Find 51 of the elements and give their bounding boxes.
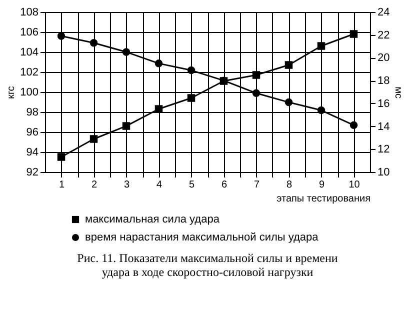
- point: [350, 30, 358, 38]
- x-tick-label: 8: [286, 180, 292, 190]
- point: [317, 42, 326, 50]
- legend-label: максимальная сила удара: [85, 214, 220, 226]
- y-tick-label: 100: [20, 86, 38, 98]
- point: [350, 121, 358, 130]
- y2-tick-label: 24: [378, 6, 390, 18]
- point: [154, 105, 163, 113]
- y-tick-label: 96: [26, 126, 38, 138]
- y-tick-label: 108: [20, 6, 38, 18]
- y-tick-label: 102: [20, 66, 38, 78]
- x-tick-label: 6: [221, 180, 228, 190]
- point: [187, 66, 196, 74]
- point: [252, 71, 260, 79]
- point: [154, 60, 163, 68]
- y2-tick-label: 14: [378, 120, 390, 133]
- y-tick-label: 98: [26, 106, 38, 118]
- y2-tick-label: 16: [378, 98, 390, 110]
- point: [57, 32, 66, 40]
- point: [122, 48, 130, 56]
- y2-axis-title: мс: [392, 86, 404, 98]
- x-tick-label: 9: [318, 180, 325, 190]
- text: Рис. 11. Показатели максимальной силы и времени удара в ходе скоростно-силовой нагрузки: [77, 251, 338, 279]
- point: [284, 61, 293, 69]
- point: [122, 122, 130, 130]
- y-tick-label: 104: [20, 46, 38, 58]
- x-tick-label: 3: [124, 180, 130, 190]
- y2-tick-label: 20: [378, 52, 390, 64]
- x-tick-label: 7: [254, 180, 260, 190]
- y2-tick-label: 12: [378, 144, 390, 156]
- point: [90, 38, 98, 47]
- y-tick-label: 92: [26, 166, 38, 178]
- point: [90, 135, 98, 143]
- x-tick-label: 1: [58, 180, 65, 190]
- point: [187, 94, 196, 102]
- y2-tick-label: 18: [378, 75, 390, 88]
- x-tick-label: 2: [91, 180, 98, 190]
- point: [57, 153, 66, 161]
- x-tick-label: 10: [348, 180, 360, 190]
- y-axis-title: кгс: [6, 86, 18, 99]
- point: [317, 106, 326, 114]
- x-tick-label: 5: [188, 180, 195, 190]
- y2-tick-label: 10: [378, 166, 390, 178]
- y2-tick-label: 22: [378, 29, 390, 42]
- legend-label: время нарастания максимальной силы удара: [85, 232, 320, 244]
- x-tick-label: 4: [156, 180, 162, 190]
- y-tick-label: 94: [26, 146, 38, 158]
- point: [284, 98, 293, 106]
- y-tick-label: 106: [20, 26, 38, 38]
- x-axis-title: этапы тестирования: [276, 194, 370, 204]
- point: [252, 89, 260, 98]
